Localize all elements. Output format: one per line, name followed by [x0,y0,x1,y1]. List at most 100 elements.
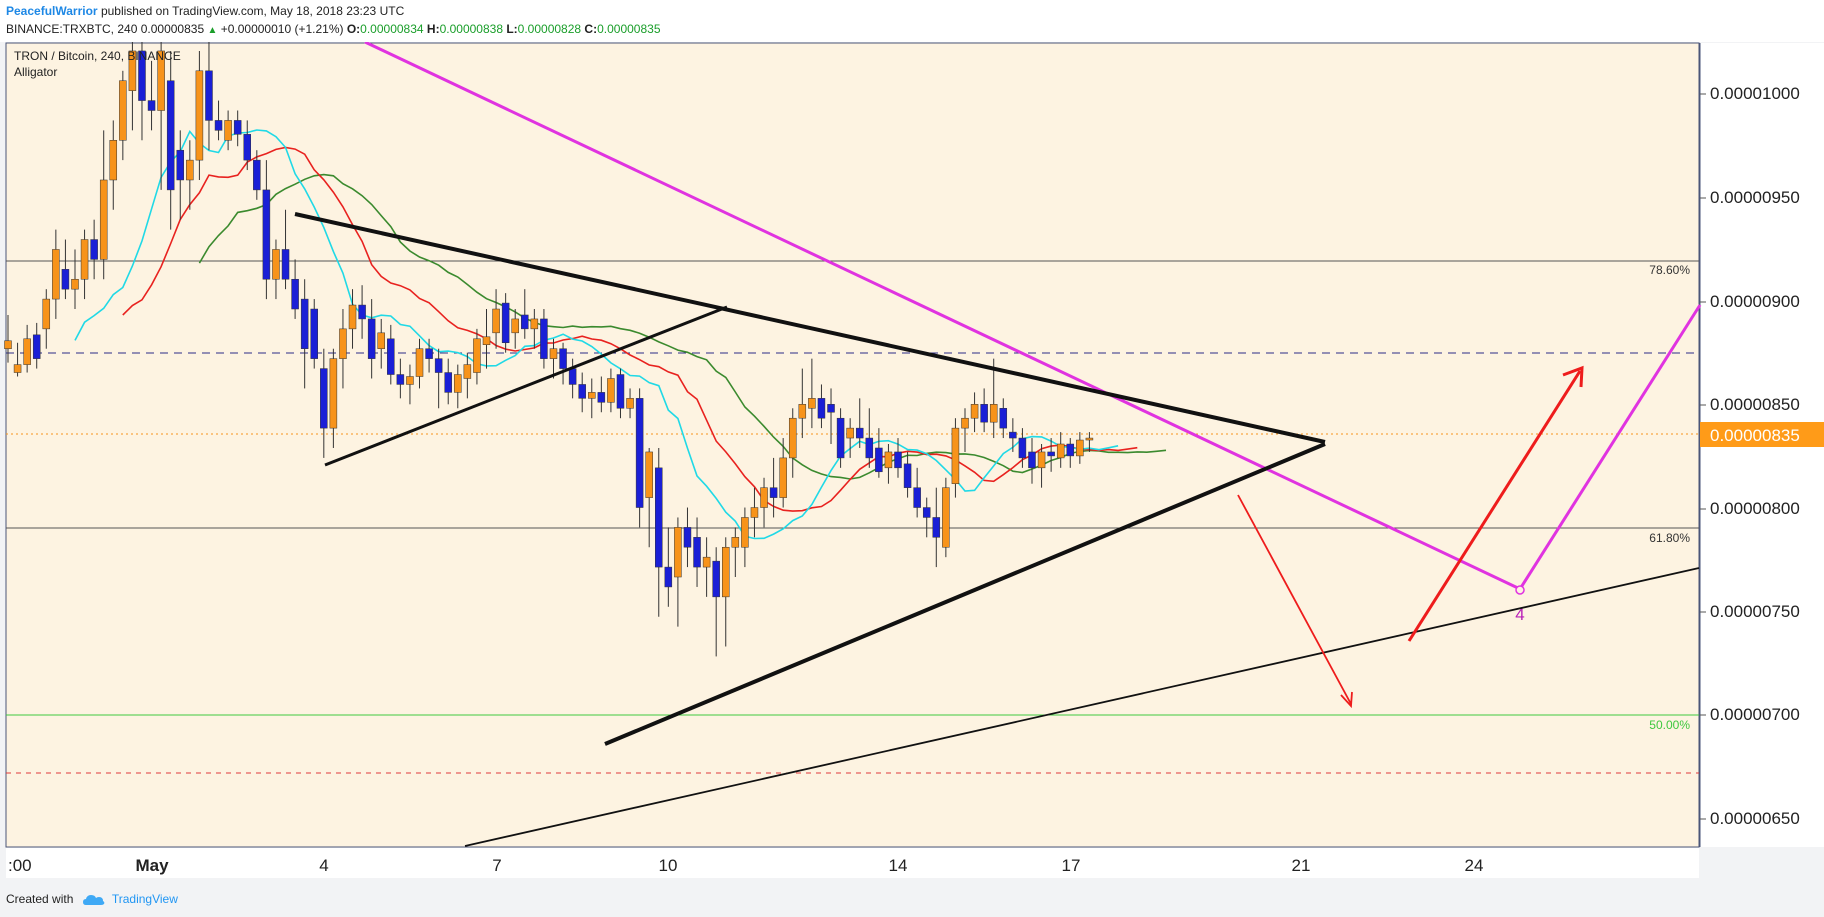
candle[interactable] [731,527,740,578]
candle[interactable] [788,408,797,478]
candle[interactable] [655,447,663,617]
candle[interactable] [377,318,385,369]
candle[interactable] [224,110,232,151]
candle[interactable] [157,42,165,190]
candle[interactable] [961,408,969,452]
candle[interactable] [846,418,854,458]
candle[interactable] [13,342,22,377]
candle[interactable] [52,229,60,319]
candle[interactable] [779,438,787,508]
candle[interactable] [339,309,347,389]
candle[interactable] [147,60,156,131]
time-axis[interactable] [6,848,1699,878]
candle[interactable] [367,299,376,379]
candles-layer[interactable] [4,42,1094,657]
candle[interactable] [272,239,280,300]
candle[interactable] [913,467,921,518]
candle[interactable] [760,477,768,528]
candle[interactable] [1066,438,1075,468]
candle[interactable] [1085,432,1094,452]
candle[interactable] [999,398,1008,439]
candle[interactable] [320,348,328,458]
candle[interactable] [827,388,835,445]
candle[interactable] [138,42,146,141]
candle[interactable] [951,418,960,498]
candle[interactable] [894,438,902,478]
candle[interactable] [922,497,931,538]
candle[interactable] [1047,438,1055,472]
candle[interactable] [683,507,692,568]
candle[interactable] [195,50,204,180]
candle[interactable] [521,289,529,339]
candle[interactable] [128,42,137,131]
candle[interactable] [166,50,175,230]
candle[interactable] [454,364,462,409]
candle[interactable] [530,309,539,349]
candle[interactable] [607,368,615,413]
candle[interactable] [865,408,874,468]
candle[interactable] [942,477,950,558]
candle[interactable] [741,507,749,568]
candle[interactable] [549,338,558,379]
candle[interactable] [1028,438,1036,484]
price-chart[interactable]: 78.60% 61.80% 50.00% 4 0.00001000 0.0000… [0,42,1824,884]
candle[interactable] [1009,418,1017,452]
publisher-link[interactable]: PeacefulWarrior [6,4,98,18]
candle[interactable] [722,537,730,647]
candle[interactable] [559,342,567,385]
candle[interactable] [243,120,251,171]
candle[interactable] [855,398,864,448]
candle[interactable] [693,517,701,587]
candle[interactable] [109,120,118,210]
candle[interactable] [434,348,443,409]
candle[interactable] [444,358,452,405]
candle[interactable] [645,447,653,548]
candle[interactable] [970,392,979,433]
candle[interactable] [540,309,548,369]
candle[interactable] [1076,432,1084,464]
candle[interactable] [980,388,988,433]
candle[interactable] [387,324,395,385]
candle[interactable] [99,130,108,280]
candle[interactable] [1056,432,1065,468]
candle[interactable] [463,352,472,399]
candle[interactable] [702,537,711,597]
tradingview-link[interactable]: TradingView [111,892,178,906]
candle[interactable] [186,140,194,210]
candle[interactable] [300,279,309,389]
candle[interactable] [626,388,634,419]
candle[interactable] [511,309,519,349]
candle[interactable] [884,444,893,484]
candle[interactable] [492,289,500,349]
candle[interactable] [262,160,271,300]
candle[interactable] [616,368,625,419]
candle[interactable] [674,517,682,627]
candle[interactable] [329,348,338,448]
candle[interactable] [817,384,826,429]
candle[interactable] [578,372,586,413]
candle[interactable] [32,322,41,369]
candle[interactable] [406,364,414,405]
candle[interactable] [875,428,883,478]
candle[interactable] [635,388,644,528]
candle[interactable] [205,42,213,151]
candle[interactable] [281,209,290,290]
candle[interactable] [769,457,778,518]
candle[interactable] [176,130,185,220]
candle[interactable] [358,285,366,339]
candle[interactable] [23,324,31,373]
candle[interactable] [750,487,759,538]
candle[interactable] [42,289,51,349]
candle[interactable] [664,527,673,607]
candle[interactable] [989,358,998,439]
candle[interactable] [348,289,357,349]
candle[interactable] [310,299,318,369]
candle[interactable] [932,487,941,568]
candle[interactable] [80,229,89,300]
chart-plot-area[interactable] [5,42,1700,848]
candle[interactable] [808,358,816,429]
candle[interactable] [71,249,79,310]
candle[interactable] [712,547,720,657]
candle[interactable] [1018,428,1027,468]
candle[interactable] [836,408,845,468]
